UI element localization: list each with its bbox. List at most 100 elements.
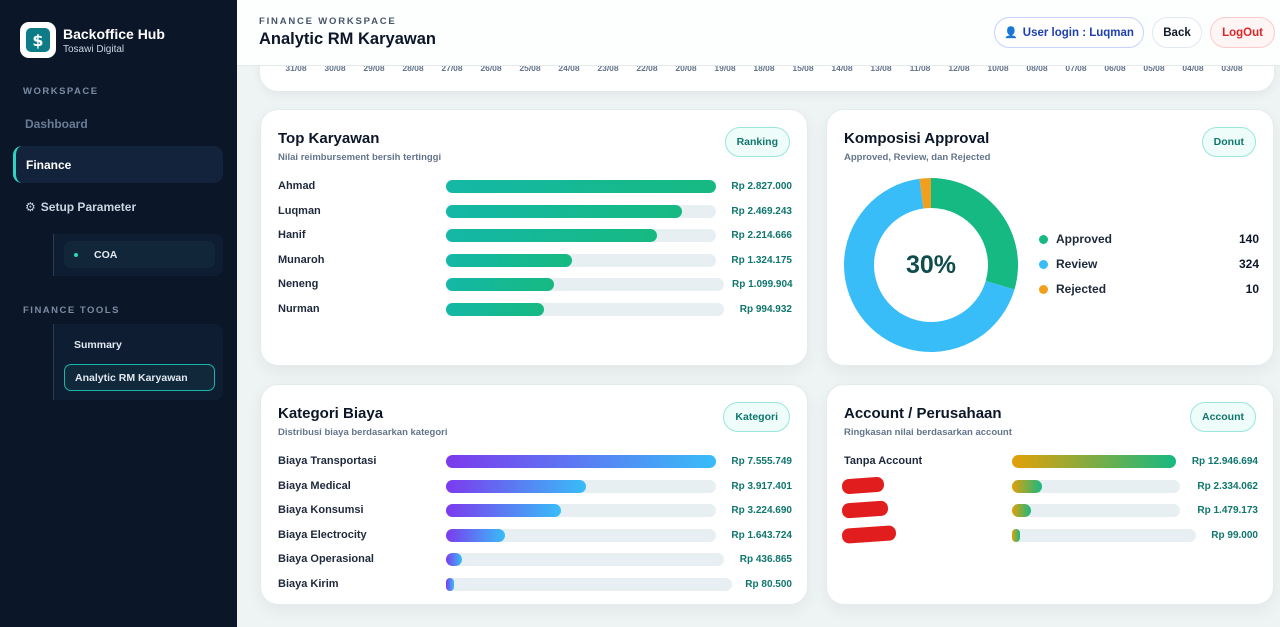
date-tick-label: 19/08 xyxy=(714,63,736,73)
row-label: Luqman xyxy=(278,204,321,217)
row-value: Rp 2.214.666 xyxy=(731,230,792,241)
row-value: Rp 2.334.062 xyxy=(1197,480,1258,492)
date-tick-label: 04/08 xyxy=(1182,63,1204,73)
header-eyebrow: FINANCE WORKSPACE xyxy=(259,16,397,27)
komposisi-approval-card: Komposisi Approval Approved, Review, dan… xyxy=(826,109,1274,366)
top-karyawan-card: Top Karyawan Nilai reimbursement bersih … xyxy=(260,109,808,366)
sidebar-item-coa[interactable]: COA xyxy=(64,241,215,268)
legend-label: Rejected xyxy=(1056,282,1107,296)
setup-submenu: COA xyxy=(53,234,223,276)
date-tick-label: 05/08 xyxy=(1143,63,1165,73)
progress-bar-fill xyxy=(446,204,682,218)
row-label: Hanif xyxy=(278,229,306,241)
legend-value: 324 xyxy=(1238,257,1259,271)
sidebar-item-dashboard[interactable]: Dashboard xyxy=(25,116,88,131)
date-tick-label: 30/08 xyxy=(324,63,346,73)
redacted-account-name xyxy=(841,476,885,494)
date-tick-label: 13/08 xyxy=(870,63,892,73)
card-title: Komposisi Approval xyxy=(844,130,990,147)
row-label: Biaya Transportasi xyxy=(278,455,377,467)
row-label: Biaya Konsumsi xyxy=(278,504,364,516)
app-logo: $ xyxy=(20,22,56,58)
progress-track xyxy=(446,229,716,242)
progress-track xyxy=(446,253,716,267)
date-tick-label: 10/08 xyxy=(987,63,1009,73)
logout-button[interactable]: LogOut xyxy=(1210,17,1275,48)
progress-bar-fill xyxy=(446,504,562,517)
progress-bar-fill xyxy=(446,302,544,316)
row-label: Ahmad xyxy=(278,180,316,192)
sidebar-item-setup-parameter[interactable]: ⚙ Setup Parameter xyxy=(13,188,223,225)
page-title: Analytic RM Karyawan xyxy=(259,30,436,48)
progress-track xyxy=(446,180,716,193)
date-axis: 31/08 30/08 29/08 28/08 27/08 26/08 25/08 24/08… xyxy=(260,63,1274,75)
progress-track xyxy=(446,204,716,218)
donut-badge[interactable]: Donut xyxy=(1201,127,1256,157)
kategori-badge[interactable]: Kategori xyxy=(723,402,790,432)
donut-slice-approved xyxy=(931,178,1018,290)
row-value: Rp 99.000 xyxy=(1211,529,1258,541)
donut-slice-review xyxy=(844,178,1015,352)
legend-label: Approved xyxy=(1056,232,1113,246)
progress-bar-fill xyxy=(1012,479,1043,493)
row-label: Tanpa Account xyxy=(844,455,923,467)
progress-bar-fill xyxy=(446,180,716,193)
row-label: Biaya Electrocity xyxy=(278,528,367,541)
progress-track xyxy=(1012,479,1180,493)
row-value: Rp 2.827.000 xyxy=(731,181,792,192)
row-value: Rp 1.643.724 xyxy=(731,529,792,541)
legend-value: 140 xyxy=(1238,232,1259,246)
sidebar-item-analytic-rm-karyawan[interactable]: Analytic RM Karyawan xyxy=(64,364,215,391)
legend-item: Rejected 10 xyxy=(1039,281,1259,306)
date-tick-label: 24/08 xyxy=(558,63,580,73)
brand[interactable]: $ Backoffice Hub Tosawi Digital xyxy=(20,22,165,58)
row-value: Rp 7.555.749 xyxy=(731,456,792,467)
back-button[interactable]: Back xyxy=(1152,17,1202,48)
app-subtitle: Tosawi Digital xyxy=(63,43,125,55)
redacted-account-name xyxy=(841,500,889,519)
kategori-biaya-card: Kategori Biaya Distribusi biaya berdasar… xyxy=(260,384,808,605)
date-tick-label: 20/08 xyxy=(675,63,697,73)
progress-track xyxy=(446,553,724,566)
progress-track xyxy=(1012,455,1176,468)
sidebar-item-finance[interactable]: Finance xyxy=(13,146,223,183)
progress-bar-fill xyxy=(446,577,454,591)
account-badge[interactable]: Account xyxy=(1190,402,1256,432)
date-tick-label: 31/08 xyxy=(285,63,307,73)
date-tick-label: 25/08 xyxy=(519,63,541,73)
row-label: Munaroh xyxy=(278,253,325,266)
card-title: Top Karyawan xyxy=(278,130,380,147)
progress-track xyxy=(446,479,716,493)
progress-bar-fill xyxy=(446,455,716,468)
date-tick-label: 07/08 xyxy=(1065,63,1087,73)
redacted-account-name xyxy=(841,524,897,544)
legend-item: Review 324 xyxy=(1039,256,1259,281)
user-icon: 👤 xyxy=(1004,27,1018,39)
progress-track xyxy=(446,577,732,591)
date-tick-label: 03/08 xyxy=(1221,63,1243,73)
card-title: Account / Perusahaan xyxy=(844,405,1002,422)
date-tick-label: 22/08 xyxy=(636,63,658,73)
sidebar-item-summary[interactable]: Summary xyxy=(74,338,122,351)
row-value: Rp 994.932 xyxy=(739,303,792,315)
row-label: Biaya Operasional xyxy=(278,553,374,565)
card-subtitle: Nilai reimbursement bersih tertinggi xyxy=(278,152,442,163)
progress-bar-fill xyxy=(446,253,573,267)
finance-tools-section-label: FINANCE TOOLS xyxy=(23,305,120,316)
ranking-badge[interactable]: Ranking xyxy=(724,127,790,157)
row-label: Neneng xyxy=(278,278,319,290)
approval-legend: Approved 140 Review 324 Rejected 10 xyxy=(1039,231,1259,306)
row-value: Rp 12.946.694 xyxy=(1191,456,1258,467)
progress-bar-fill xyxy=(446,479,586,493)
donut-svg xyxy=(844,178,1018,352)
row-value: Rp 1.479.173 xyxy=(1197,505,1258,516)
progress-bar-fill xyxy=(446,528,505,542)
finance-tools-submenu: Summary Analytic RM Karyawan xyxy=(53,324,223,400)
row-value: Rp 436.865 xyxy=(739,554,792,565)
user-login-button[interactable]: 👤 User login : Luqman xyxy=(994,17,1144,48)
top-header: FINANCE WORKSPACE Analytic RM Karyawan 👤… xyxy=(237,0,1280,66)
app-title: Backoffice Hub xyxy=(63,25,165,42)
legend-value: 10 xyxy=(1245,282,1259,296)
date-tick-label: 28/08 xyxy=(402,63,424,73)
sidebar: $ Backoffice Hub Tosawi Digital WORKSPAC… xyxy=(0,0,237,627)
